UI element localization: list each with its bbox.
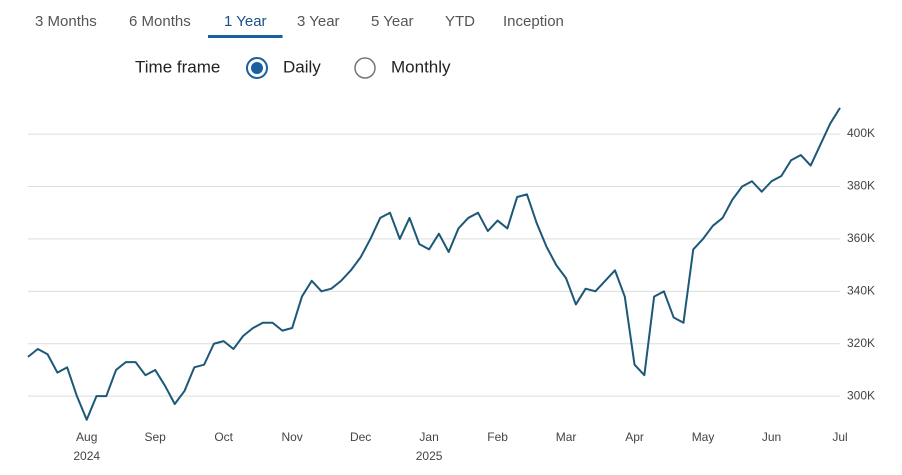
y-tick-label: 340K: [847, 284, 875, 298]
x-tick-label: Apr: [625, 430, 644, 444]
x-tick-label: Jan: [419, 430, 438, 444]
tab[interactable]: 3 Year: [297, 13, 340, 30]
x-tick-label: Sep: [145, 430, 167, 444]
x-tick-label: Aug: [76, 430, 97, 444]
x-tick-label: Jul: [832, 430, 847, 444]
y-tick-label: 360K: [847, 231, 875, 245]
x-tick-label: Mar: [556, 430, 577, 444]
tab-underline: [208, 35, 283, 38]
price-line: [27, 107, 841, 421]
tab[interactable]: 1 Year: [224, 13, 267, 30]
y-tick-label: 320K: [847, 336, 875, 350]
x-year-label: 2024: [73, 449, 100, 463]
tab[interactable]: 5 Year: [371, 13, 414, 30]
x-tick-label: Jun: [762, 430, 781, 444]
x-tick-label: May: [692, 430, 715, 444]
y-tick-label: 400K: [847, 126, 875, 140]
time-frame-label: Time frame: [135, 57, 220, 76]
radio-label[interactable]: Monthly: [391, 57, 451, 76]
x-tick-label: Dec: [350, 430, 371, 444]
x-tick-label: Feb: [487, 430, 508, 444]
y-tick-label: 380K: [847, 179, 875, 193]
tab[interactable]: Inception: [503, 13, 564, 30]
x-tick-label: Oct: [214, 430, 233, 444]
tab[interactable]: 6 Months: [129, 13, 191, 30]
radio[interactable]: [354, 57, 376, 79]
y-tick-label: 300K: [847, 388, 875, 402]
radio-dot: [251, 62, 263, 74]
x-tick-label: Nov: [281, 430, 302, 444]
radio-label[interactable]: Daily: [283, 57, 321, 76]
x-year-label: 2025: [416, 449, 443, 463]
tab[interactable]: 3 Months: [35, 13, 97, 30]
tab[interactable]: YTD: [445, 13, 475, 30]
